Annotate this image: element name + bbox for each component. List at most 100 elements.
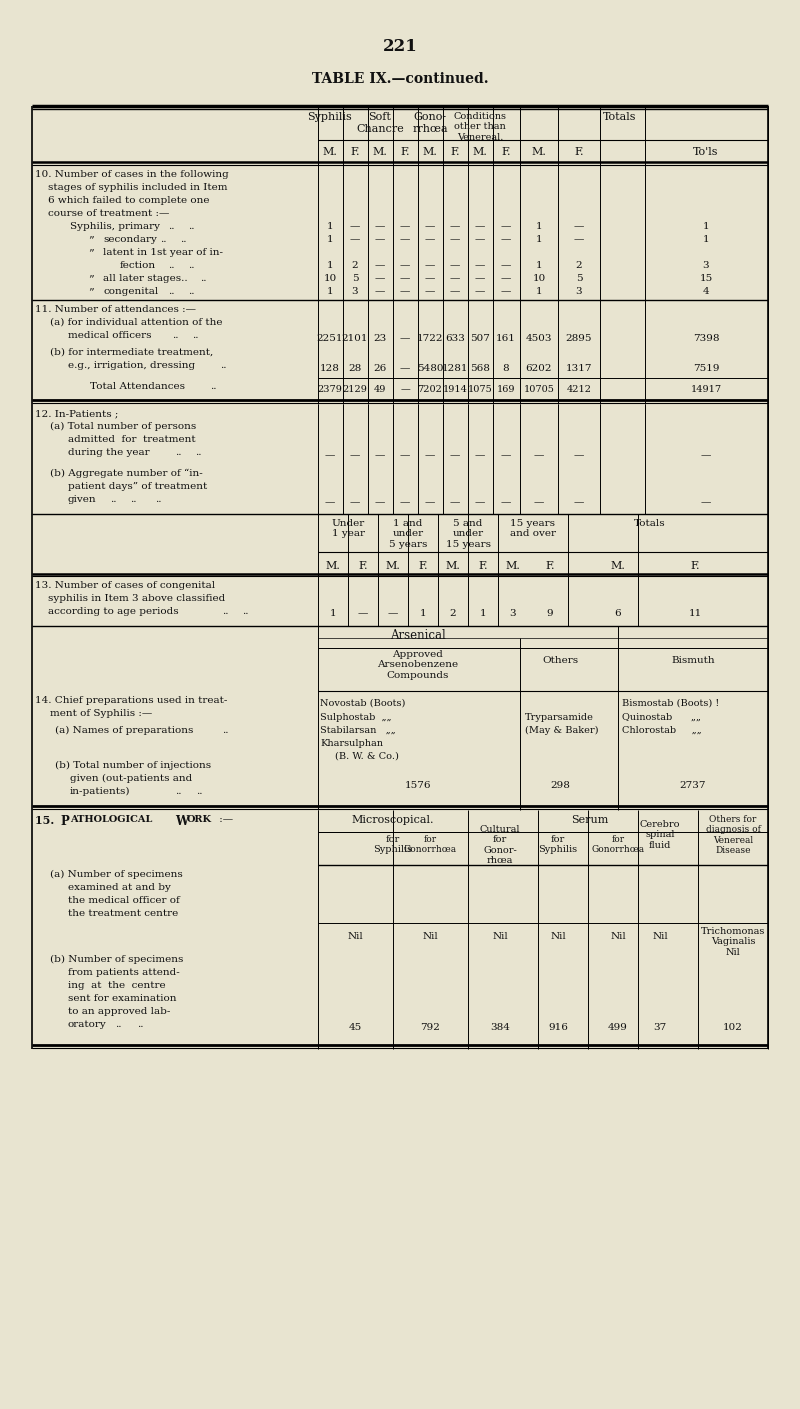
Text: 7202: 7202 bbox=[418, 385, 442, 395]
Text: examined at and by: examined at and by bbox=[68, 883, 171, 892]
Text: ..: .. bbox=[130, 495, 137, 504]
Text: 11: 11 bbox=[688, 609, 702, 619]
Text: 499: 499 bbox=[608, 1023, 628, 1031]
Text: 10: 10 bbox=[323, 273, 337, 283]
Text: during the year: during the year bbox=[68, 448, 150, 457]
Text: congenital: congenital bbox=[103, 287, 158, 296]
Text: ..: .. bbox=[196, 788, 202, 796]
Text: —: — bbox=[501, 287, 511, 296]
Text: for
Gonorrhœa: for Gonorrhœa bbox=[591, 836, 645, 854]
Text: 1: 1 bbox=[536, 223, 542, 231]
Text: ..: .. bbox=[210, 382, 217, 392]
Text: 5: 5 bbox=[576, 273, 582, 283]
Text: 15: 15 bbox=[699, 273, 713, 283]
Text: —: — bbox=[475, 261, 485, 271]
Text: M.: M. bbox=[446, 561, 461, 571]
Text: 1: 1 bbox=[536, 261, 542, 271]
Text: ..: .. bbox=[115, 1020, 122, 1029]
Text: Conditions
other than
Venereal.: Conditions other than Venereal. bbox=[454, 111, 506, 142]
Text: Soft
Chancre: Soft Chancre bbox=[356, 111, 404, 134]
Text: 3: 3 bbox=[510, 609, 516, 619]
Text: Totals: Totals bbox=[603, 111, 637, 123]
Text: Novostab (Boots): Novostab (Boots) bbox=[320, 699, 406, 707]
Text: —: — bbox=[450, 261, 460, 271]
Text: ..: .. bbox=[168, 261, 174, 271]
Text: 26: 26 bbox=[374, 364, 386, 373]
Text: 916: 916 bbox=[548, 1023, 568, 1031]
Text: —: — bbox=[574, 223, 584, 231]
Text: 3: 3 bbox=[576, 287, 582, 296]
Text: for
Gonorrhœa: for Gonorrhœa bbox=[403, 836, 457, 854]
Text: 1: 1 bbox=[480, 609, 486, 619]
Text: 384: 384 bbox=[490, 1023, 510, 1031]
Text: Others: Others bbox=[542, 657, 578, 665]
Text: 1281: 1281 bbox=[442, 364, 468, 373]
Text: —: — bbox=[450, 497, 460, 507]
Text: Tryparsamide: Tryparsamide bbox=[525, 713, 594, 721]
Text: latent in 1st year of in-: latent in 1st year of in- bbox=[103, 248, 223, 256]
Text: oratory: oratory bbox=[68, 1020, 106, 1029]
Text: 49: 49 bbox=[374, 385, 386, 395]
Text: —: — bbox=[501, 261, 511, 271]
Text: ..: .. bbox=[195, 448, 202, 457]
Text: Quinostab      „„: Quinostab „„ bbox=[622, 713, 701, 721]
Text: To'ls: To'ls bbox=[694, 147, 718, 156]
Text: —: — bbox=[400, 235, 410, 244]
Text: 1: 1 bbox=[702, 223, 710, 231]
Text: admitted  for  treatment: admitted for treatment bbox=[68, 435, 196, 444]
Text: (a) Number of specimens: (a) Number of specimens bbox=[50, 869, 182, 879]
Text: 14. Chief preparations used in treat-: 14. Chief preparations used in treat- bbox=[35, 696, 227, 704]
Text: Total Attendances: Total Attendances bbox=[90, 382, 185, 392]
Text: —: — bbox=[450, 451, 460, 459]
Text: Nil: Nil bbox=[347, 931, 363, 941]
Text: 15.: 15. bbox=[35, 814, 58, 826]
Text: 792: 792 bbox=[420, 1023, 440, 1031]
Text: 1: 1 bbox=[536, 287, 542, 296]
Text: 8: 8 bbox=[502, 364, 510, 373]
Text: —: — bbox=[388, 609, 398, 619]
Text: —: — bbox=[574, 451, 584, 459]
Text: M.: M. bbox=[326, 561, 341, 571]
Text: —: — bbox=[450, 287, 460, 296]
Text: —: — bbox=[358, 609, 368, 619]
Text: M.: M. bbox=[322, 147, 338, 156]
Text: —: — bbox=[350, 497, 360, 507]
Text: 1: 1 bbox=[326, 287, 334, 296]
Text: e.g., irrigation, dressing: e.g., irrigation, dressing bbox=[68, 361, 195, 371]
Text: F.: F. bbox=[400, 147, 410, 156]
Text: —: — bbox=[475, 287, 485, 296]
Text: ..: .. bbox=[172, 331, 178, 340]
Text: (a) Names of preparations: (a) Names of preparations bbox=[55, 726, 194, 735]
Text: ORK: ORK bbox=[187, 814, 212, 824]
Text: —: — bbox=[425, 497, 435, 507]
Text: 128: 128 bbox=[320, 364, 340, 373]
Text: 161: 161 bbox=[496, 334, 516, 342]
Text: 2895: 2895 bbox=[566, 334, 592, 342]
Text: —: — bbox=[375, 287, 385, 296]
Text: given (out-patients and: given (out-patients and bbox=[70, 774, 192, 783]
Text: stages of syphilis included in Item: stages of syphilis included in Item bbox=[48, 183, 227, 192]
Text: 23: 23 bbox=[374, 334, 386, 342]
Text: ..: .. bbox=[188, 287, 194, 296]
Text: 1914: 1914 bbox=[442, 385, 467, 395]
Text: —: — bbox=[501, 497, 511, 507]
Text: 2: 2 bbox=[352, 261, 358, 271]
Text: Cultural
for
Gonor-
rhœa: Cultural for Gonor- rhœa bbox=[480, 826, 520, 865]
Text: ..: .. bbox=[222, 607, 229, 616]
Text: F.: F. bbox=[478, 561, 488, 571]
Text: 102: 102 bbox=[723, 1023, 743, 1031]
Text: 221: 221 bbox=[382, 38, 418, 55]
Text: —: — bbox=[475, 273, 485, 283]
Text: ..: .. bbox=[192, 331, 198, 340]
Text: ”: ” bbox=[88, 248, 94, 258]
Text: ATHOLOGICAL: ATHOLOGICAL bbox=[70, 814, 152, 824]
Text: ”: ” bbox=[88, 287, 94, 297]
Text: —: — bbox=[400, 261, 410, 271]
Text: 7398: 7398 bbox=[693, 334, 719, 342]
Text: (b) Aggregate number of “in-: (b) Aggregate number of “in- bbox=[50, 469, 202, 478]
Text: according to age periods: according to age periods bbox=[48, 607, 178, 616]
Text: M.: M. bbox=[506, 561, 521, 571]
Text: —: — bbox=[375, 261, 385, 271]
Text: ment of Syphilis :—: ment of Syphilis :— bbox=[50, 709, 152, 719]
Text: 9: 9 bbox=[546, 609, 554, 619]
